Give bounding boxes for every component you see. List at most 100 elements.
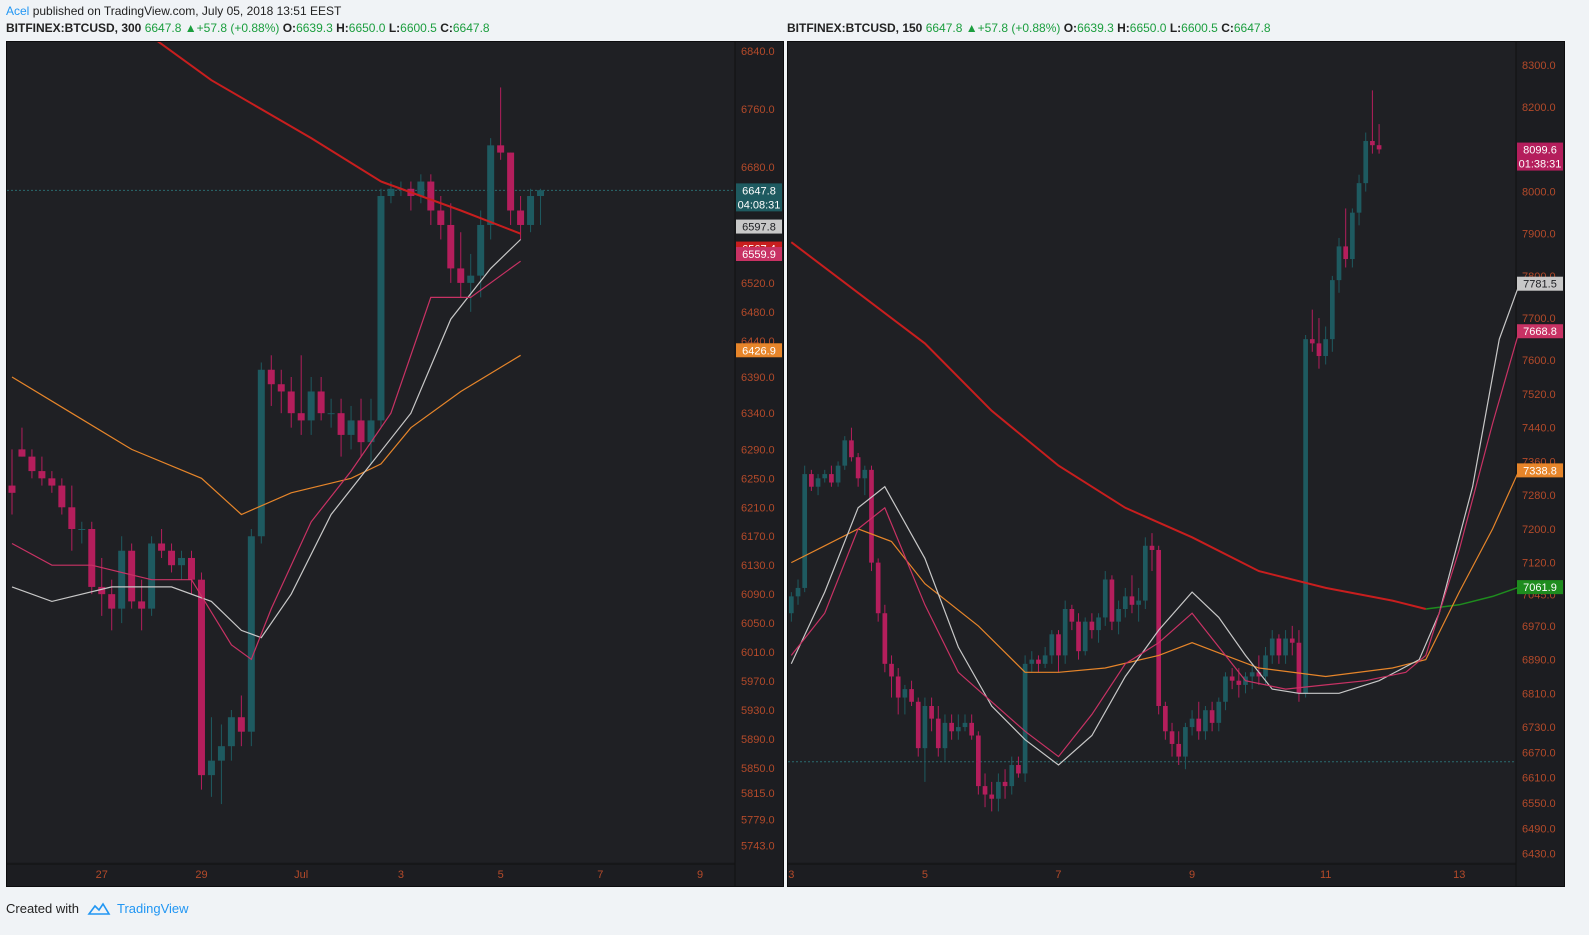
tradingview-link[interactable]: TradingView — [116, 901, 189, 916]
right-price-label-text: 7338.8 — [1523, 465, 1557, 477]
left-candle-body — [108, 594, 116, 609]
right-green_ma-line — [1425, 586, 1520, 610]
left-candle-body — [98, 586, 106, 595]
left-candle-body — [337, 413, 345, 435]
left-candle-body — [178, 557, 186, 566]
left-candle-body — [128, 550, 136, 602]
right-candle-body — [1009, 765, 1015, 787]
right-candle-body — [815, 478, 821, 487]
right-candle-body — [1316, 343, 1322, 357]
right-candle-body — [1116, 609, 1121, 622]
left-candle-body — [287, 391, 295, 414]
right-y-tick-label: 8000.0 — [1522, 187, 1556, 199]
right-candle-body — [1223, 676, 1228, 702]
right-candle-body — [902, 689, 908, 698]
left-price-label-bg — [736, 343, 782, 358]
right-h-label: H: — [1117, 21, 1130, 35]
right-y-tick-label: 7600.0 — [1522, 355, 1556, 367]
left-candle-body — [138, 601, 146, 609]
author-link[interactable]: Acel — [6, 4, 30, 18]
left-x-tick-label: Jul — [294, 869, 308, 881]
left-y-tick-label: 5930.0 — [741, 705, 775, 717]
left-candle-body — [367, 420, 375, 443]
right-ema_orange-line — [791, 469, 1520, 678]
right-candle-body — [822, 474, 828, 479]
left-chart-panel[interactable]: 6840.06760.06680.06600.06520.06480.06440… — [6, 35, 784, 887]
right-x-tick-label: 3 — [788, 869, 794, 881]
left-h-label: H: — [336, 21, 349, 35]
left-y-tick-label: 6340.0 — [741, 408, 775, 420]
left-y-tick-label: 5890.0 — [741, 734, 775, 746]
right-candle-body — [1029, 659, 1035, 664]
right-symbol[interactable]: BITFINEX:BTCUSD, 150 — [787, 21, 923, 35]
right-plot-area — [788, 42, 1516, 862]
left-y-tick-label: 5970.0 — [741, 676, 775, 688]
right-candle-body — [1289, 638, 1295, 643]
right-price-label-text: 7061.9 — [1523, 582, 1557, 594]
left-candle-body — [18, 449, 26, 457]
left-candle-body — [207, 760, 215, 776]
right-candle-body — [889, 663, 894, 677]
left-ema_orange-line — [11, 354, 521, 516]
right-candle-body — [1016, 765, 1021, 774]
right-price-label: 7781.5 — [1517, 276, 1563, 291]
left-candle-body — [427, 181, 435, 211]
left-candle-body — [457, 268, 465, 283]
right-candle-body — [1249, 672, 1255, 677]
right-y-tick-label: 6490.0 — [1522, 823, 1556, 835]
right-chart-panel[interactable]: 8300.08200.08099.68000.07900.07800.07700… — [787, 41, 1565, 887]
left-candle-body — [78, 529, 86, 531]
left-candle-body — [387, 188, 395, 197]
right-chart-header: BITFINEX:BTCUSD, 150 6647.8 ▲+57.8 (+0.8… — [787, 21, 1271, 35]
right-y-tick-label: 7280.0 — [1522, 490, 1556, 502]
right-candle-body — [835, 465, 841, 483]
right-y-tick-label: 7900.0 — [1522, 229, 1556, 241]
right-price-label-text: 7668.8 — [1523, 326, 1557, 338]
left-price-label: 6559.9 — [736, 247, 782, 262]
left-chart-svg[interactable]: 6840.06760.06680.06600.06520.06480.06440… — [7, 35, 783, 886]
left-change: +57.8 (+0.88%) — [196, 21, 280, 35]
right-x-tick-label: 5 — [922, 869, 928, 881]
left-x-tick-label: 9 — [697, 869, 703, 881]
right-candle-body — [1062, 609, 1068, 656]
right-candle-body — [1176, 743, 1182, 757]
left-x-tick-label: 7 — [597, 869, 603, 881]
left-candle-body — [327, 413, 335, 415]
right-price-label: 8099.6 01:38:31 — [1517, 142, 1563, 171]
right-candle-body — [1049, 634, 1055, 656]
right-last-price: 6647.8 — [925, 21, 963, 35]
left-symbol[interactable]: BITFINEX:BTCUSD, 300 — [6, 21, 142, 35]
right-candle-body — [1329, 280, 1335, 340]
right-o-label: O: — [1063, 21, 1078, 35]
right-candle-body — [1109, 579, 1115, 622]
left-candle-body — [317, 391, 325, 414]
left-y-tick-label: 6010.0 — [741, 647, 775, 659]
right-candle-body — [1276, 638, 1282, 656]
left-candle-body — [417, 181, 425, 197]
left-y-tick-label: 6390.0 — [741, 372, 775, 384]
right-candle-body — [1056, 634, 1061, 656]
left-price-label-text: 6647.8 — [742, 185, 776, 197]
left-candle-body — [267, 369, 275, 385]
left-ema_red-line — [151, 35, 521, 235]
left-candle-body — [237, 717, 245, 732]
right-chart-svg[interactable]: 8300.08200.08099.68000.07900.07800.07700… — [788, 42, 1564, 886]
right-candle-body — [1189, 718, 1195, 728]
left-candle-body — [68, 507, 76, 530]
left-price-label-bg — [736, 247, 782, 262]
left-candle-body — [467, 275, 475, 283]
right-candle-body — [1323, 339, 1328, 357]
right-y-tick-label: 7440.0 — [1522, 423, 1556, 435]
right-candle-body — [1370, 140, 1375, 146]
right-candle-body — [802, 474, 808, 588]
right-candle-body — [1256, 672, 1262, 677]
right-candle-body — [935, 718, 941, 749]
right-price-label: 7338.8 — [1517, 463, 1563, 478]
right-candle-body — [1089, 621, 1095, 631]
right-candle-body — [1149, 545, 1155, 550]
created-with-text: Created with — [6, 901, 79, 916]
right-candle-body — [895, 676, 901, 698]
right-y-tick-label: 6550.0 — [1522, 798, 1556, 810]
tradingview-cloud-icon — [87, 902, 111, 915]
right-candle-body — [982, 786, 988, 795]
